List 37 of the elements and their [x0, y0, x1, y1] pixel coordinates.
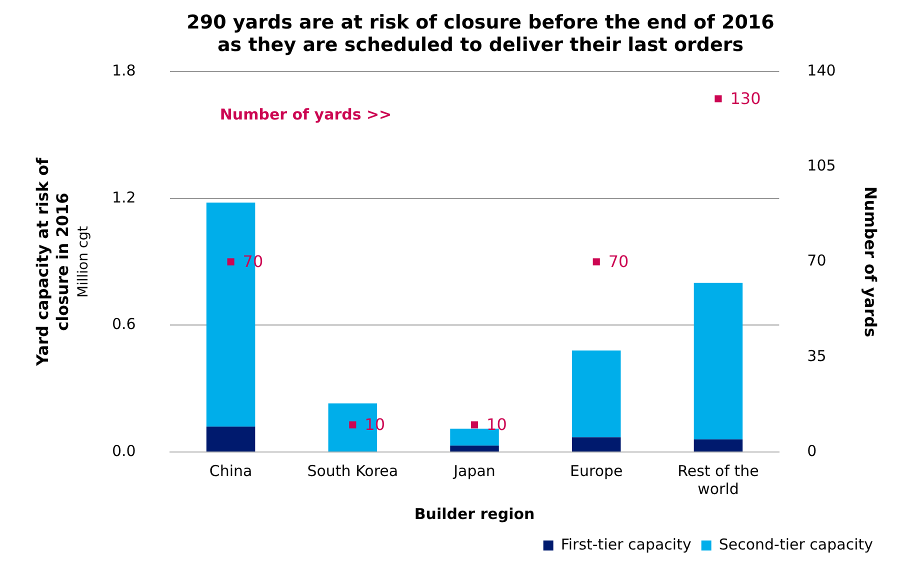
y-axis-title: Yard capacity at risk of closure in 2016 — [33, 156, 72, 367]
y-tick-label: 0.6 — [112, 315, 136, 334]
data-label: 10 — [486, 414, 507, 434]
point — [227, 258, 234, 266]
x-tick-label: South Korea — [307, 462, 398, 480]
x-tick-label: Japan — [452, 462, 496, 480]
point — [592, 258, 600, 266]
legend-label: Second-tier capacity — [718, 535, 874, 554]
bar — [694, 439, 743, 452]
y-tick-label: 0.0 — [112, 442, 136, 460]
point — [470, 421, 478, 428]
point — [349, 421, 356, 428]
bar — [572, 350, 621, 438]
x-axis-title: Builder region — [414, 504, 535, 523]
text: Million cgt — [76, 225, 92, 298]
chart-title: 290 yards are at risk of closure before the end of 2016 as they are scheduled to deliver their last orders — [186, 11, 774, 56]
y2-tick-label: 0 — [807, 442, 817, 460]
bar — [694, 282, 743, 440]
x-tick-label: Europe — [570, 462, 623, 480]
x-tick-label: Rest of the world — [678, 462, 759, 498]
bar — [206, 426, 256, 452]
y2-tick-label: 105 — [807, 156, 836, 175]
bar — [450, 428, 499, 446]
annotation: Number of yards >> — [220, 105, 392, 124]
y2-tick-label: 140 — [807, 61, 836, 80]
point — [714, 95, 722, 102]
y2-tick-label: 35 — [807, 346, 826, 365]
data-label: 70 — [608, 252, 629, 271]
x-tick-label: China — [209, 462, 252, 480]
data-label: 130 — [730, 88, 761, 108]
y2-tick-label: 70 — [807, 252, 826, 270]
y2-axis-title: Number of yards — [861, 186, 880, 338]
y-tick-label: 1.2 — [112, 188, 136, 206]
legend-label: First-tier capacity — [560, 535, 692, 554]
bar — [450, 446, 499, 452]
y-tick-label: 1.8 — [112, 61, 136, 80]
bar — [572, 437, 621, 452]
